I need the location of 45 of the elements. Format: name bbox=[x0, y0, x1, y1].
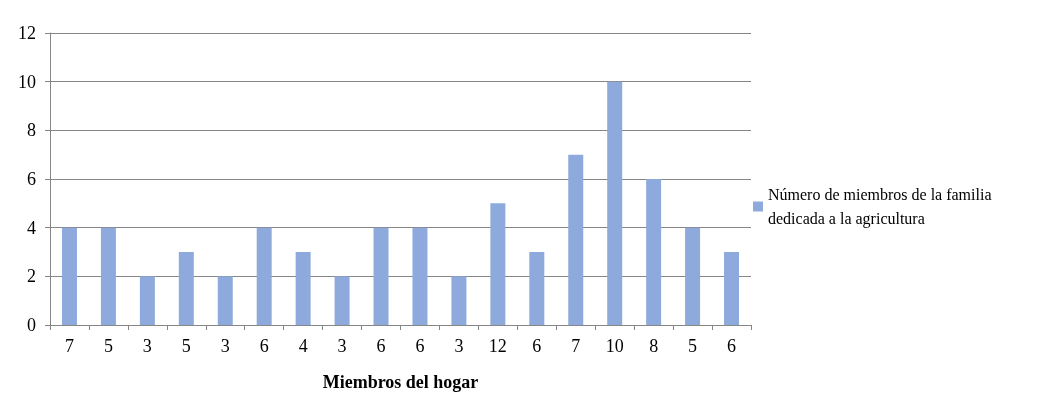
bar bbox=[607, 81, 623, 325]
y-tick-label: 12 bbox=[18, 23, 36, 43]
x-tick-label: 12 bbox=[488, 336, 507, 356]
x-tick-label: 6 bbox=[532, 336, 542, 356]
bar bbox=[373, 227, 389, 325]
bar bbox=[178, 252, 194, 325]
x-tick-label: 3 bbox=[454, 336, 464, 356]
x-tick-label: 5 bbox=[688, 336, 698, 356]
x-tick-label: 7 bbox=[64, 336, 74, 356]
bar bbox=[724, 252, 740, 325]
x-tick-label: 6 bbox=[727, 336, 737, 356]
x-tick-label: 8 bbox=[649, 336, 659, 356]
y-tick-label: 0 bbox=[27, 315, 36, 335]
x-tick-label: 7 bbox=[571, 336, 581, 356]
y-tick-label: 10 bbox=[18, 71, 36, 92]
bar bbox=[61, 227, 77, 325]
bar bbox=[334, 276, 350, 325]
bar bbox=[139, 276, 155, 325]
bar bbox=[256, 227, 272, 325]
bar bbox=[490, 203, 506, 325]
x-tick-label: 6 bbox=[259, 336, 269, 356]
bar bbox=[529, 252, 545, 325]
x-tick-label: 10 bbox=[605, 336, 624, 356]
legend-label: Número de miembros de la familia dedicada a la agricultura bbox=[768, 186, 996, 228]
y-tick-label: 8 bbox=[27, 120, 36, 141]
bar bbox=[295, 252, 311, 325]
y-tick-label: 4 bbox=[27, 217, 36, 238]
y-tick-label: 2 bbox=[27, 266, 36, 287]
x-tick-label: 5 bbox=[181, 336, 191, 356]
x-tick-label: 3 bbox=[220, 336, 230, 356]
x-tick-label: 4 bbox=[298, 336, 308, 356]
bar bbox=[685, 227, 701, 325]
bar bbox=[217, 276, 233, 325]
x-axis-title: Miembros del hogar bbox=[322, 372, 479, 392]
x-tick-label: 6 bbox=[415, 336, 425, 356]
bar bbox=[412, 227, 428, 325]
bar bbox=[451, 276, 467, 325]
x-tick-label: 5 bbox=[103, 336, 113, 356]
bar bbox=[568, 154, 584, 325]
x-tick-label: 6 bbox=[376, 336, 386, 356]
bar bbox=[100, 227, 116, 325]
x-tick-label: 3 bbox=[142, 336, 152, 356]
x-tick-label: 3 bbox=[337, 336, 347, 356]
y-tick-label: 6 bbox=[27, 169, 36, 189]
bar bbox=[646, 179, 662, 325]
